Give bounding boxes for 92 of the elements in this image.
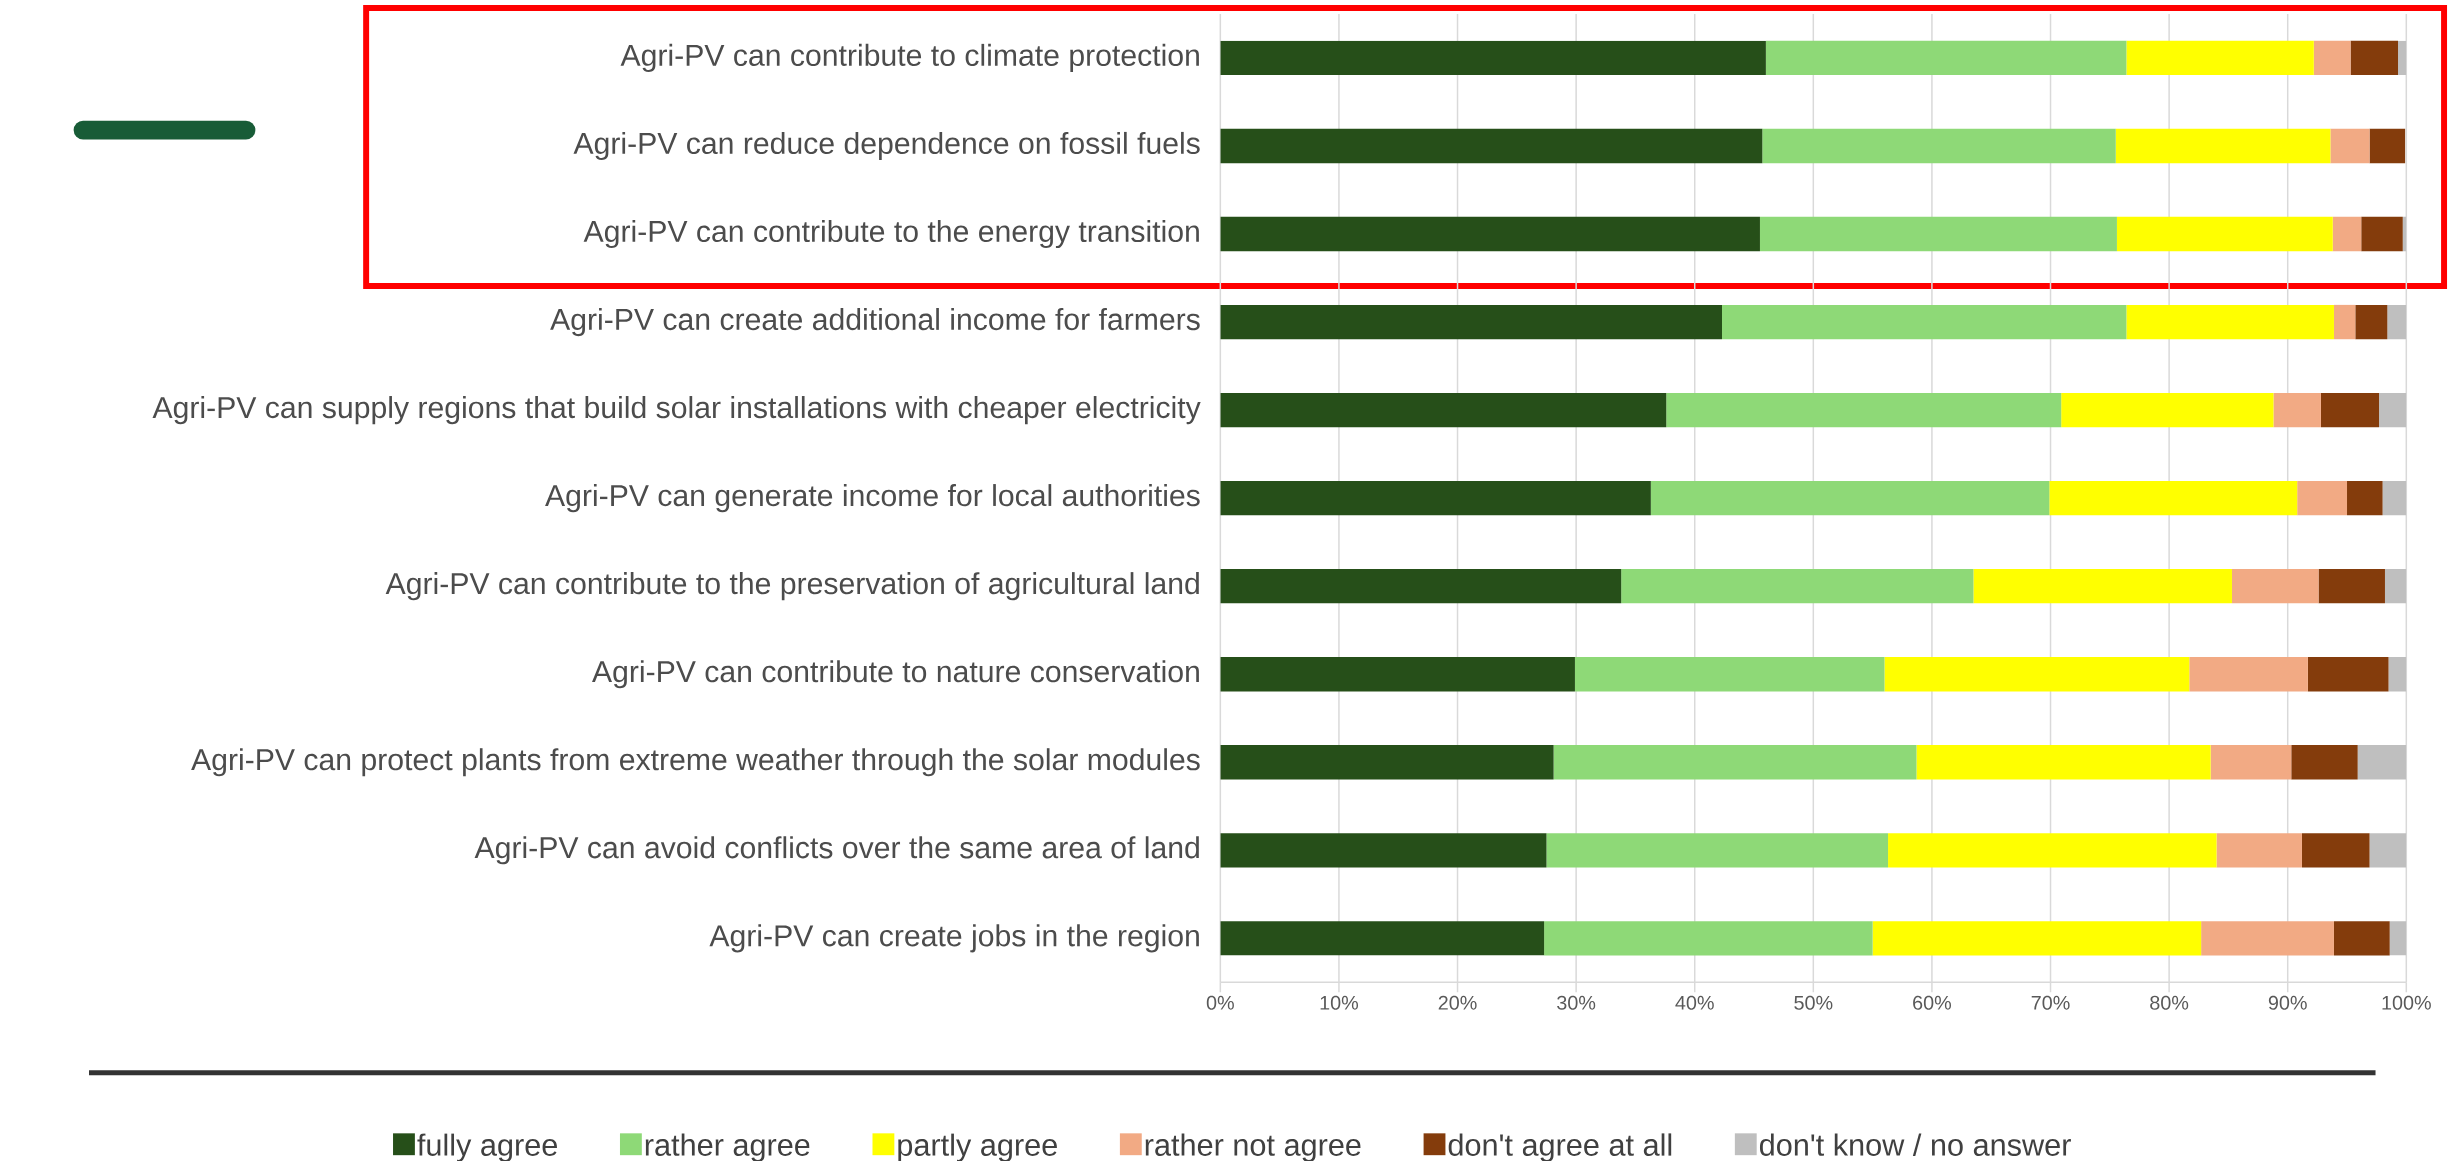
bar	[2350, 40, 2399, 76]
bar	[1973, 568, 2232, 604]
bar	[1916, 745, 2211, 780]
bar	[1574, 656, 1885, 692]
legend-label: don't know / no answer	[1759, 1133, 2071, 1156]
bar	[2297, 480, 2348, 516]
bar	[2126, 40, 2314, 76]
bar	[1220, 568, 1622, 604]
bar	[1650, 480, 2050, 516]
bar	[2384, 568, 2407, 604]
x-tick-label: 20%	[1438, 995, 1477, 1010]
x-tick-label: 10%	[1320, 995, 1359, 1010]
bar	[2369, 833, 2407, 868]
y-tick-label: Agri-PV can avoid conflicts over the same area of land	[474, 836, 1199, 865]
bar	[2379, 392, 2407, 428]
legend-label: fully agree	[417, 1133, 557, 1161]
bar	[2126, 304, 2334, 340]
bar	[2313, 40, 2351, 76]
bar	[2189, 656, 2308, 692]
bar	[1220, 921, 1545, 956]
bar	[1220, 480, 1651, 516]
legend-label: don't agree at all	[1448, 1133, 1672, 1161]
y-tick-label: Agri-PV can protect plants from extreme weather through the solar modules	[191, 748, 1200, 777]
bar	[1544, 921, 1873, 956]
bar	[2216, 833, 2302, 868]
x-tick-label: 50%	[1794, 995, 1833, 1010]
bar	[1220, 745, 1554, 780]
bar	[1220, 128, 1763, 164]
x-tick-label: 30%	[1557, 995, 1596, 1010]
y-tick-label: Agri-PV can reduce dependence on fossil fuels	[573, 131, 1200, 160]
bar	[1220, 216, 1760, 252]
bar	[2388, 656, 2407, 692]
y-tick-label: Agri-PV can create additional income for farmers	[550, 307, 1200, 337]
y-tick-label: Agri-PV can generate income for local authorities	[545, 484, 1200, 513]
y-tick-label: Agri-PV can create jobs in the region	[709, 924, 1199, 953]
bar	[1546, 833, 1889, 868]
bar	[1220, 656, 1575, 692]
y-tick-label: Agri-PV can contribute to the preservation of agricultural land	[385, 572, 1199, 601]
bar	[2301, 833, 2370, 868]
bar	[2398, 40, 2407, 76]
y-tick-label: Agri-PV can supply regions that build solar installations with cheaper electricity	[152, 395, 1201, 425]
bar	[1220, 304, 1722, 340]
bar	[1666, 392, 2062, 428]
bar	[2116, 216, 2333, 252]
bar	[2332, 216, 2362, 252]
bar	[2307, 656, 2389, 692]
x-tick-label: 90%	[2268, 995, 2307, 1010]
bar	[1765, 40, 2127, 76]
y-tick-label: Agri-PV can contribute to the energy transition	[583, 219, 1199, 249]
bar	[2369, 128, 2406, 164]
y-tick-label: Agri-PV can contribute to climate protection	[620, 43, 1199, 72]
x-tick-label: 80%	[2150, 995, 2189, 1010]
bar	[2330, 128, 2370, 164]
bar	[2389, 921, 2407, 956]
bar	[2061, 392, 2274, 428]
bar	[1553, 745, 1917, 780]
bar	[2231, 568, 2319, 604]
bar	[2049, 480, 2298, 516]
bar	[1872, 921, 2202, 956]
bar	[2382, 480, 2407, 516]
bar	[2210, 745, 2292, 780]
legend-label: partly agree	[898, 1133, 1057, 1161]
bar	[2273, 392, 2321, 428]
bar	[1888, 833, 2217, 868]
legend-label: rather agree	[645, 1133, 810, 1161]
bar	[2291, 745, 2358, 780]
bar	[2357, 745, 2407, 780]
bar	[2115, 128, 2331, 164]
bar	[1722, 304, 2127, 340]
bar	[2347, 480, 2383, 516]
bar	[1220, 40, 1766, 76]
x-tick-label: 40%	[1675, 995, 1714, 1010]
x-tick-label: 70%	[2031, 995, 2070, 1010]
x-tick-label: 60%	[1913, 995, 1952, 1010]
bar	[1220, 392, 1667, 428]
bar	[2320, 392, 2380, 428]
bar	[1220, 833, 1547, 868]
bar	[1621, 568, 1974, 604]
bar	[2387, 304, 2407, 340]
legend-label: rather not agree	[1145, 1133, 1361, 1161]
bar	[2333, 304, 2356, 340]
y-tick-label: Agri-PV can contribute to nature conservation	[592, 660, 1199, 689]
bar	[2355, 304, 2388, 340]
x-tick-label: 0%	[1206, 995, 1234, 1010]
bar	[1884, 656, 2190, 692]
bar	[1759, 216, 2117, 252]
bar	[1762, 128, 2116, 164]
bar	[2361, 216, 2403, 252]
bar	[2318, 568, 2385, 604]
bar	[2201, 921, 2334, 956]
x-tick-label: 100%	[2382, 995, 2431, 1010]
bar	[2333, 921, 2390, 956]
